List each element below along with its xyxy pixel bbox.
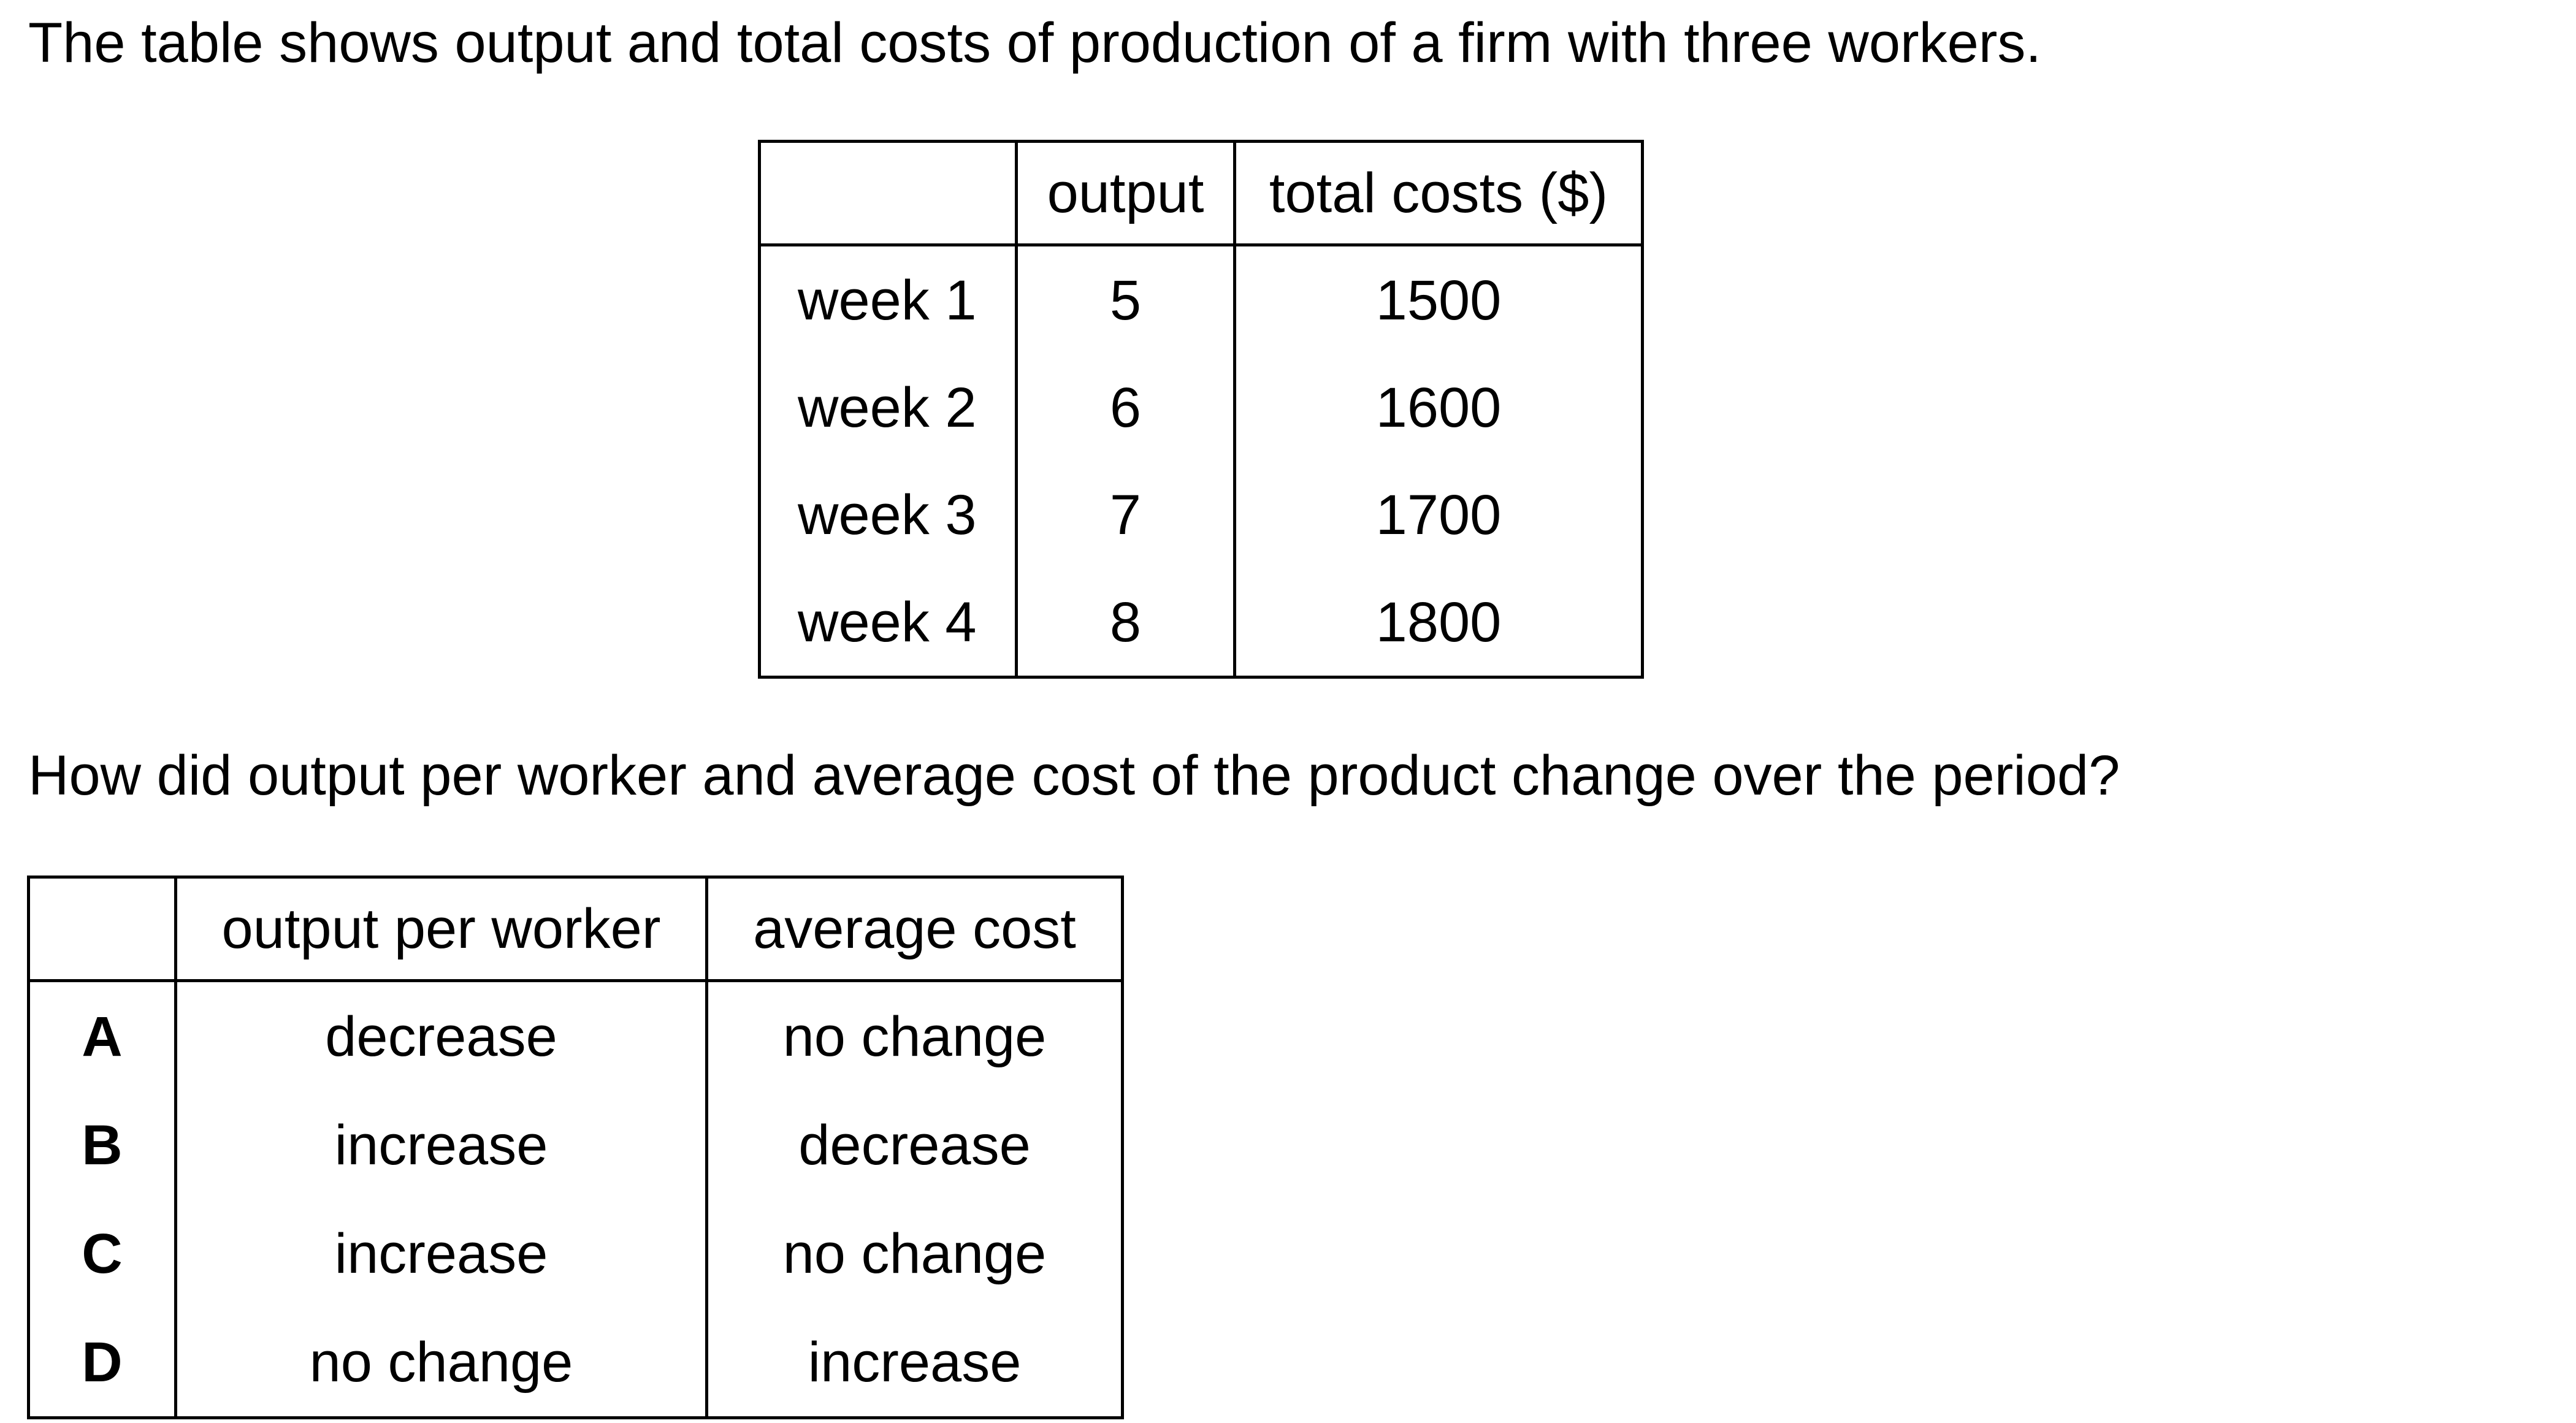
- header-average-cost: average cost: [705, 877, 1123, 982]
- question-text: How did output per worker and average co…: [28, 744, 2120, 807]
- total-costs-value: 1600: [1233, 354, 1643, 461]
- option-row-c: C increase no change: [29, 1199, 1123, 1308]
- header-blank: [28, 877, 176, 982]
- option-letter: A: [82, 1005, 123, 1068]
- option-row-a: A decrease no change: [29, 980, 1123, 1091]
- average-cost-value: decrease: [705, 1091, 1123, 1199]
- output-per-worker-value: increase: [174, 1199, 707, 1308]
- week-label: week 4: [798, 590, 977, 654]
- output-value: 5: [1015, 245, 1235, 354]
- answer-options-table: output per worker average cost A decreas…: [27, 876, 1124, 1419]
- option-row-d: D no change increase: [29, 1308, 1123, 1418]
- total-costs-value: 1500: [1233, 245, 1643, 354]
- output-per-worker-value: no change: [174, 1308, 707, 1418]
- average-cost-value: no change: [705, 980, 1123, 1091]
- table-row: week 2 6 1600: [760, 354, 1643, 461]
- header-blank: [759, 141, 1017, 246]
- intro-text: The table shows output and total costs o…: [28, 12, 2041, 74]
- header-total-costs: total costs ($): [1233, 141, 1643, 246]
- output-value: 8: [1015, 568, 1235, 677]
- option-letter: B: [82, 1113, 123, 1177]
- total-costs-value: 1700: [1233, 461, 1643, 568]
- option-row-b: B increase decrease: [29, 1091, 1123, 1199]
- average-cost-value: increase: [705, 1308, 1123, 1418]
- average-cost-value: no change: [705, 1199, 1123, 1308]
- header-output-per-worker: output per worker: [174, 877, 707, 982]
- table-header-row: output total costs ($): [759, 141, 1643, 246]
- week-label: week 2: [798, 376, 977, 439]
- option-letter: C: [82, 1222, 123, 1285]
- table-row: week 1 5 1500: [760, 245, 1643, 354]
- total-costs-value: 1800: [1233, 568, 1643, 677]
- option-letter: D: [82, 1330, 123, 1394]
- production-table: output total costs ($) week 1 5 1500 wee…: [758, 140, 1644, 679]
- header-output: output: [1015, 141, 1235, 246]
- output-per-worker-value: increase: [174, 1091, 707, 1199]
- output-value: 7: [1015, 461, 1235, 568]
- table-row: week 4 8 1800: [760, 568, 1643, 677]
- week-label: week 3: [798, 483, 977, 546]
- options-header-row: output per worker average cost: [28, 877, 1123, 982]
- output-value: 6: [1015, 354, 1235, 461]
- output-per-worker-value: decrease: [174, 980, 707, 1091]
- table-row: week 3 7 1700: [760, 461, 1643, 568]
- week-label: week 1: [798, 269, 977, 332]
